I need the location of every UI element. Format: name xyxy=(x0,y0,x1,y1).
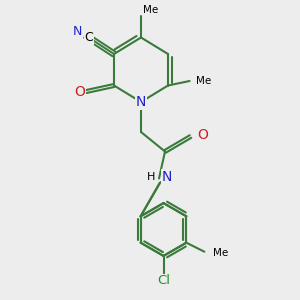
Text: O: O xyxy=(74,85,85,98)
Text: N: N xyxy=(73,25,82,38)
Text: C: C xyxy=(85,31,94,44)
Text: Me: Me xyxy=(143,5,159,15)
Text: N: N xyxy=(161,170,172,184)
Text: H: H xyxy=(146,172,155,182)
Text: Me: Me xyxy=(196,76,212,86)
Text: Me: Me xyxy=(213,248,228,258)
Text: Cl: Cl xyxy=(157,274,170,287)
Text: N: N xyxy=(136,95,146,109)
Text: O: O xyxy=(197,128,208,142)
